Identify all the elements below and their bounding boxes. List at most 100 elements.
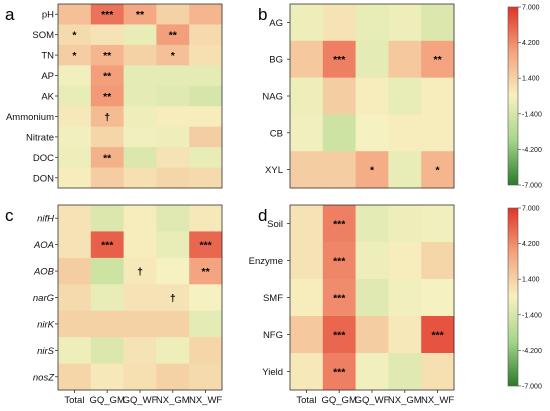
heatmap-cell [189,44,223,66]
heatmap-cell [290,151,324,189]
heatmap-cell [421,77,455,115]
significance-mark: † [137,266,143,278]
heatmap-cell [322,114,357,152]
row-label: narG [33,293,54,304]
heatmap-cell [90,284,125,312]
row-label: XYL [265,165,283,176]
row-label: NFG [263,330,283,341]
panel-letter: a [5,5,15,24]
heatmap-cell [90,337,125,365]
heatmap-cell [58,310,92,338]
row-label: NAG [262,92,283,103]
heatmap-cell [123,24,157,46]
heatmap-cell [322,279,357,317]
panel-letter: b [258,5,267,24]
column-label: GQ_WF [355,395,390,406]
panel-c: c *** *** † ** † nifH AOA AOB narG nirK nirS nosZ Tot… [5,204,223,406]
heatmap-cell [388,242,422,280]
heatmap-cell [421,316,455,354]
colorbar-tick-label: -7.000 [522,384,542,391]
significance-mark: ** [103,71,112,83]
row-label: SMF [263,293,283,304]
significance-mark: *** [101,240,114,252]
heatmap-cell [189,231,223,259]
row-label: nifH [37,214,54,225]
heatmap-cell [156,310,190,338]
heatmap-cell [388,4,422,42]
column-label: Total [64,395,84,406]
heatmap-cell [355,316,389,354]
heatmap-cell [58,85,92,107]
heatmap-cell [189,363,223,391]
row-label: TN [41,51,54,62]
heatmap-cell [156,363,190,391]
heatmap-cell [90,126,125,148]
colorbar-1: 7.000 4.200 1.400 -1.400 -4.200 -7.000 [507,5,542,190]
heatmap-cell [322,4,357,42]
heatmap-cell [58,44,92,66]
heatmap-cell [189,126,223,148]
colorbar-scale [507,6,519,186]
heatmap-cell [322,151,357,189]
heatmap-cell [90,65,125,87]
heatmap-cell [189,310,223,338]
heatmap-cell [189,4,223,25]
heatmap-cell [90,310,125,338]
heatmap-cell [90,24,125,46]
heatmap-cell [355,4,389,42]
heatmap-cell [355,40,389,79]
heatmap-cell [388,77,422,115]
colorbar-tick-label: -1.400 [522,111,542,118]
heatmap-cell [290,40,324,79]
panel-letter: d [258,206,267,225]
row-label: AG [269,18,283,29]
heatmap-cell [123,85,157,107]
heatmap-cell [421,353,455,391]
heatmap-cell [421,151,455,189]
heatmap-cell [290,279,324,317]
colorbar-scale [507,207,519,387]
heatmap-cell [189,106,223,128]
row-label: nosZ [33,372,55,383]
significance-mark: *** [101,9,114,21]
heatmap-cell [156,126,190,148]
column-label: NX_GM [388,395,422,406]
heatmap-cell [156,4,190,25]
heatmap-cell [90,4,125,25]
heatmap-cell [123,44,157,66]
heatmap-cell [123,231,157,259]
heatmap-cell [123,65,157,87]
colorbar-2: 7.000 4.200 1.400 -1.400 -4.200 -7.000 [507,206,542,391]
heatmap-cell [156,257,190,285]
heatmap-cell [189,167,223,189]
row-label: AOA [33,240,54,251]
row-label: DON [33,173,54,184]
heatmap-cell [123,284,157,312]
significance-mark: ** [103,91,112,103]
row-label: Enzyme [249,256,283,267]
heatmap-cell [58,4,92,25]
heatmap-cell [156,24,190,46]
heatmap-cell [90,44,125,66]
heatmap-cell [290,114,324,152]
heatmap-cell [58,147,92,169]
heatmap-cell [322,77,357,115]
significance-mark: * [436,165,441,177]
significance-mark: *** [333,256,346,268]
colorbar-tick-label: 1.400 [522,76,540,83]
row-label: CB [270,128,283,139]
heatmap-cell [388,151,422,189]
colorbar-tick-label: 4.200 [522,40,540,47]
heatmap-cell [189,85,223,107]
heatmap-cell [388,40,422,79]
panel-a: a *** *** *** ** *****†**pHSOMTNAPAKAmmoniumN… [5,3,223,189]
heatmap-cell [123,147,157,169]
heatmap-cell [355,77,389,115]
heatmap-cell [189,24,223,46]
row-label: nirK [37,319,55,330]
heatmap-cell [58,231,92,259]
row-label: Yield [262,367,283,378]
heatmap-cell [290,205,324,243]
heatmap-cell [58,363,92,391]
